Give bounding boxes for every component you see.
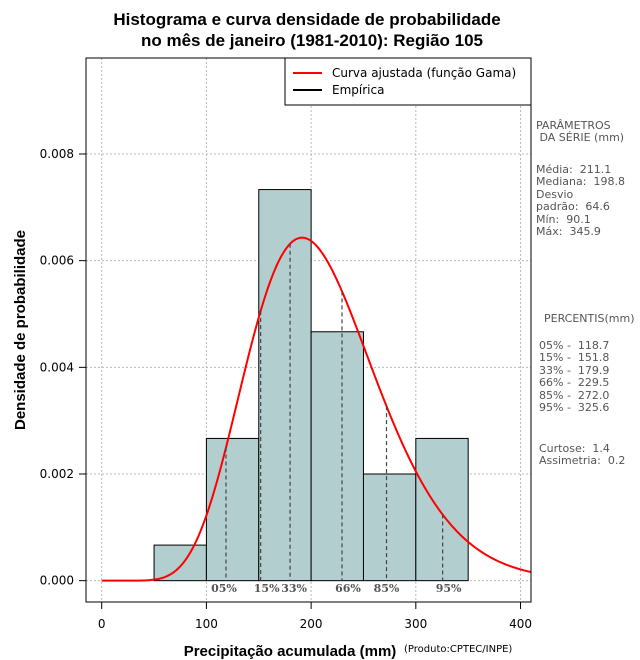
y-tick-label: 0.006 [40, 254, 74, 268]
stats-body: Curtose: 1.4 Assimetria: 0.2 [539, 442, 626, 468]
histogram-bar [362, 473, 417, 582]
legend: Curva ajustada (função Gama) Empírica [284, 57, 532, 106]
legend-fitted-label: Curva ajustada (função Gama) [332, 66, 516, 80]
x-tick-label: 100 [195, 617, 218, 631]
percentile-label: 66% [335, 582, 361, 595]
histogram-bars [153, 189, 469, 582]
percentis-body: 05% - 118.7 15% - 151.8 33% - 179.9 66% … [539, 339, 610, 415]
y-tick-label: 0.002 [40, 467, 74, 481]
x-axis-title: Precipitação acumulada (mm) [184, 643, 397, 660]
fitted-gamma-curve [101, 236, 532, 582]
credit-text: (Produto:CPTEC/INPE) [404, 644, 512, 655]
x-tick-label: 300 [404, 617, 427, 631]
chart-title-line1: Histograma e curva densidade de probabil… [113, 10, 500, 29]
y-tick-label: 0.004 [40, 360, 74, 374]
histogram-bar [310, 331, 364, 582]
legend-empirical-label: Empírica [332, 83, 384, 97]
y-axis: 0.000 0.002 0.004 0.006 0.008 [40, 147, 87, 588]
histogram-bar [153, 544, 207, 582]
x-tick-label: 200 [300, 617, 323, 631]
percentile-label: 33% [281, 582, 307, 595]
percentile-label: 85% [374, 582, 400, 595]
histogram-bar [205, 437, 260, 582]
percentis-title: PERCENTIS(mm) [544, 312, 635, 325]
legend-box [284, 57, 532, 106]
histogram-bar [415, 437, 469, 582]
params-body: Média: 211.1 Mediana: 198.8 Desvio padrã… [536, 163, 625, 239]
histogram-bar [258, 189, 312, 582]
x-tick-label: 400 [509, 617, 532, 631]
x-tick-label: 0 [98, 617, 106, 631]
percentile-label: 05% [211, 582, 237, 595]
y-axis-title: Densidade de probabilidade [12, 230, 29, 430]
y-tick-label: 0.000 [40, 574, 74, 588]
percentile-label: 95% [436, 582, 462, 595]
fitted-curve-layer [101, 236, 532, 582]
chart-title-line2: no mês de janeiro (1981-2010): Região 10… [141, 31, 483, 50]
x-axis: 0 100 200 300 400 [98, 601, 532, 631]
params-title: PARÂMETROS DA SÉRIE (mm) [536, 119, 625, 145]
percentile-markers: 05% 15% 33% 66% 85% 95% [211, 243, 462, 595]
percentile-label: 15% [254, 582, 280, 595]
y-tick-label: 0.008 [40, 147, 74, 161]
